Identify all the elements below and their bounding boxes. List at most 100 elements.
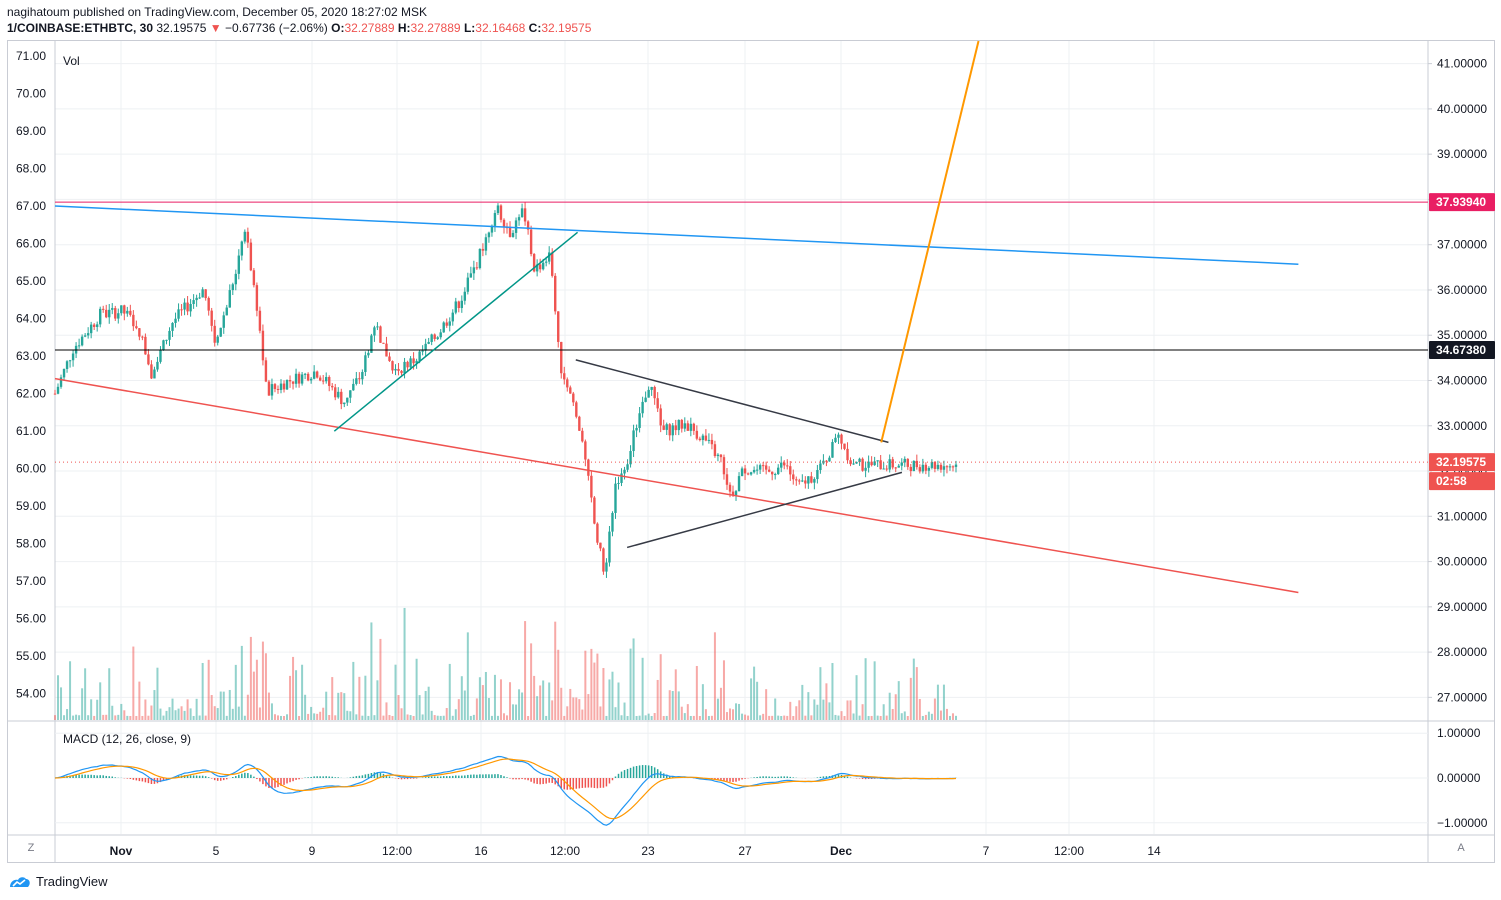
candle-body [132,314,135,327]
volume-bar [554,621,557,720]
volume-bar [496,715,499,720]
candle-body [147,354,150,365]
right-axis-tick: 31.00000 [1437,509,1487,523]
left-axis-tick: 54.00 [16,687,46,701]
candle-body [870,461,873,466]
candle-body [855,462,858,464]
candle-body [273,384,277,389]
volume-bar [135,715,138,720]
volume-bar [638,715,641,720]
volume-bar [403,607,406,720]
candle-body [460,300,464,309]
candle-body [249,242,253,271]
candle-body [864,467,867,471]
volume-bar [433,715,436,720]
volume-bar [352,661,355,720]
volume-bar [388,715,391,720]
candle-body [770,471,774,475]
volume-bar [840,711,843,720]
volume-bar [584,650,587,720]
volume-bar [126,715,129,720]
volume-bar [668,690,671,720]
candle-body [144,336,147,355]
volume-bar [183,710,186,720]
candle-body [596,523,599,543]
volume-bar [936,684,939,720]
volume-bar [114,715,117,720]
candle-body [427,341,430,344]
candle-body [346,397,349,403]
candle-body [213,325,216,343]
candle-body [942,466,946,470]
candle-body [379,326,382,343]
volume-bar [545,715,548,720]
right-axis-tick: 41.00000 [1437,57,1487,71]
candle-body [804,480,807,484]
candle-body [605,562,608,572]
candle-body [728,484,732,492]
volume-bar [243,715,246,720]
right-axis-tick: 29.00000 [1437,600,1487,614]
left-axis-tick: 55.00 [16,649,46,663]
left-axis-tick: 61.00 [16,424,46,438]
volume-bar [704,709,707,720]
candle-body [56,386,60,394]
candle-body [174,318,177,323]
volume-bar [412,716,415,720]
down-arrow-icon: ▼ [209,21,222,35]
x-axis-tick: 5 [213,844,220,858]
candle-body [225,307,228,316]
publisher-line: nagihatoum published on TradingView.com,… [7,5,428,19]
candle-body [415,360,418,364]
volume-bar [650,715,653,720]
candle-body [810,476,813,483]
candle-body [424,343,427,351]
right-axis-tick: 35.00000 [1437,328,1487,342]
candle-body [105,309,108,318]
candle-body [831,442,834,458]
chart-frame[interactable] [7,40,1495,863]
volume-bar [614,707,617,720]
volume-bar [521,692,524,720]
candle-body [111,308,114,310]
right-axis-tick: 30.00000 [1437,555,1487,569]
volume-bar [255,659,258,720]
candle-body [849,460,852,465]
volume-bar [219,691,222,720]
right-axis-tick: 34.00000 [1437,374,1487,388]
candle-body [388,356,391,362]
candle-body [852,463,855,465]
volume-bar [843,715,846,720]
auto-scale-button[interactable]: A [1457,842,1465,854]
candle-body [635,427,638,431]
candle-body [541,262,545,270]
volume-bar [819,667,822,720]
candle-body [834,437,837,443]
candle-body [704,435,708,441]
volume-bar [252,671,255,720]
candle-body [867,461,870,468]
candle-body [761,465,765,467]
volume-bar [340,692,343,720]
candle-body [62,368,66,378]
volume-bar [864,658,867,720]
macd-axis-tick: 1.00000 [1437,726,1481,740]
low-value: 32.16468 [475,21,526,35]
triangle-lower [626,471,903,549]
volume-bar [310,706,313,720]
volume-bar [942,684,945,720]
candle-body [572,393,575,403]
zoom-button[interactable]: Z [27,842,35,854]
candle-body [909,466,912,472]
volume-bar [237,706,240,720]
candle-body [758,465,762,470]
candle-body [412,358,415,364]
volume-bar [915,667,918,720]
volume-bar [117,714,120,720]
high-label: H: [397,21,411,35]
candle-body [502,219,506,228]
volume-bar [680,706,683,720]
footer-brand[interactable]: TradingView [8,874,108,889]
macd-axis-tick: 0.00000 [1437,771,1481,785]
